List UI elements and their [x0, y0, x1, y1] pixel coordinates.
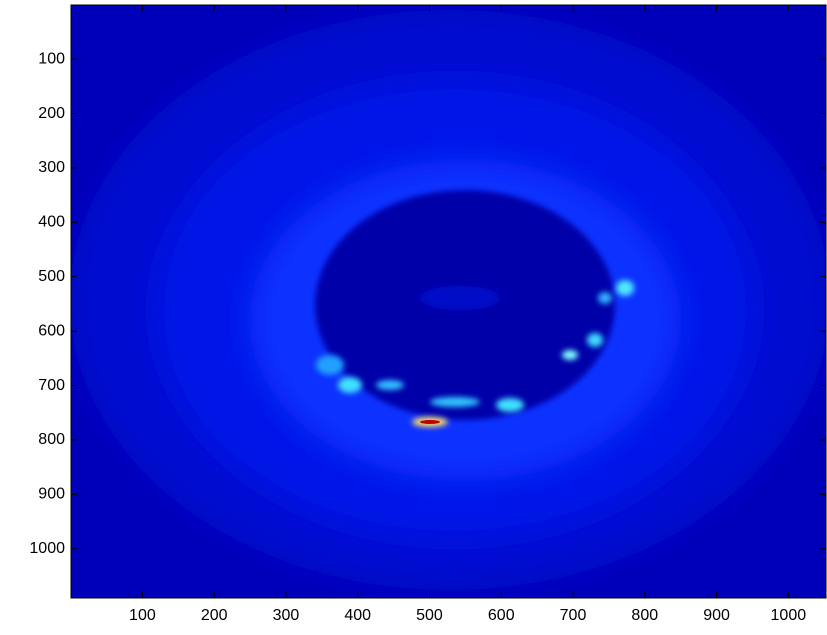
heatmap-image	[71, 5, 826, 598]
y-tick-label: 500	[38, 268, 65, 285]
y-tick-label: 1000	[29, 540, 65, 557]
y-tick-label: 300	[38, 159, 65, 176]
x-tick-label: 200	[201, 607, 228, 624]
x-tick-label: 500	[416, 607, 443, 624]
y-tick-label: 800	[38, 431, 65, 448]
x-tick-label: 1000	[771, 607, 807, 624]
y-tick-label: 100	[38, 50, 65, 67]
x-tick-label: 700	[560, 607, 587, 624]
y-tick-label: 200	[38, 105, 65, 122]
y-tick-label: 600	[38, 322, 65, 339]
x-tick-label: 400	[344, 607, 371, 624]
x-tick-label: 100	[129, 607, 156, 624]
y-tick-label: 900	[38, 486, 65, 503]
y-tick-label: 700	[38, 377, 65, 394]
plot-frame	[70, 4, 827, 599]
x-tick-label: 900	[703, 607, 730, 624]
y-tick-label: 400	[38, 214, 65, 231]
x-tick-label: 600	[488, 607, 515, 624]
x-tick-label: 800	[631, 607, 658, 624]
x-tick-label: 300	[273, 607, 300, 624]
